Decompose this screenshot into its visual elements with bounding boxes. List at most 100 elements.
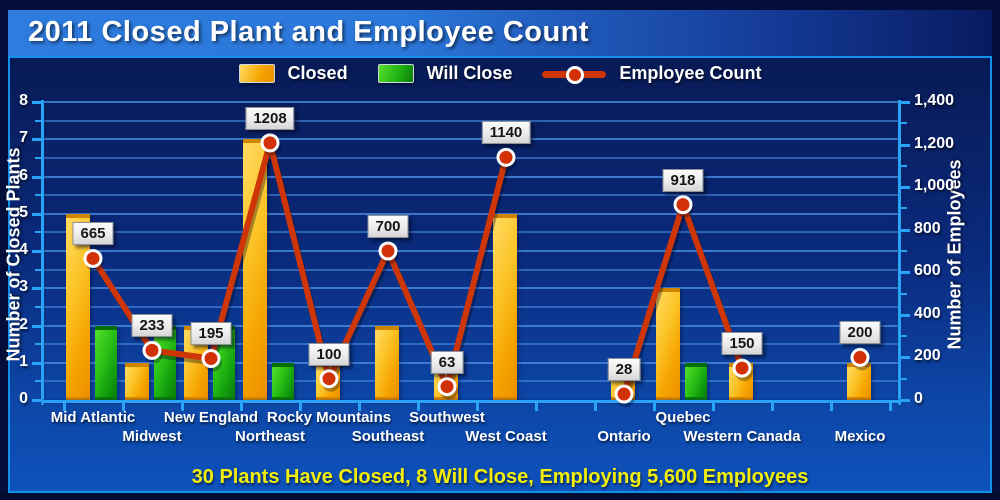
x-axis-tick [711,403,715,411]
right-axis-tick [901,335,907,338]
bottom-axis-line [41,400,901,403]
left-axis-tick [35,194,41,197]
x-axis-label: Ontario [597,428,651,445]
bar-closed [375,325,399,400]
bar-closed [847,362,871,400]
bar-closed [656,288,680,400]
legend-item-will-close: Will Close [377,63,512,84]
bottom-band [0,493,1000,500]
x-axis-tick [180,403,184,411]
bar-closed [316,362,340,400]
legend-label-employee-count: Employee Count [619,63,762,83]
x-axis-tick [888,403,892,411]
x-axis-label: Western Canada [683,428,801,445]
left-axis-tick-label: 3 [19,278,28,296]
will-close-swatch-icon [377,64,414,83]
right-axis-tick-label: 400 [914,304,941,322]
x-axis-label: Midwest [122,428,182,445]
x-axis-tick [357,403,361,411]
bar-will-close [272,362,294,400]
right-axis-tick [901,313,910,317]
data-label: 665 [72,222,114,246]
left-axis-tick-label: 4 [19,241,28,258]
closed-swatch-icon [238,64,275,83]
x-axis-tick [770,403,774,411]
left-axis-tick [35,343,41,346]
x-axis-label: Mid Atlantic [50,409,136,426]
legend-label-closed: Closed [287,63,348,83]
x-axis-label: Rocky Mountains [266,409,392,426]
gridline [44,212,900,215]
right-axis-tick [901,164,907,167]
gridline [44,268,900,271]
left-axis-tick [35,231,41,234]
left-axis-tick-label: 8 [19,92,28,109]
right-axis-tick [901,271,910,275]
gridline [44,175,900,178]
left-axis-tick [35,119,41,122]
data-label: 1140 [481,121,531,145]
x-axis-tick [239,403,243,411]
left-axis-tick-label: 7 [19,129,28,147]
left-axis-line [41,100,44,405]
bar-closed [729,362,753,400]
left-axis-tick [32,399,41,402]
employee-line-swatch-icon [542,65,607,84]
x-axis-tick [416,403,420,411]
gridline [44,305,900,308]
data-label: 150 [721,332,763,356]
x-axis-tick [829,403,833,411]
right-axis-tick [901,207,907,210]
left-axis-tick [32,175,41,179]
legend-item-closed: Closed [238,63,348,84]
legend-item-employee-count: Employee Count [542,63,761,84]
left-axis-tick [35,156,41,159]
left-axis-tick [32,101,41,104]
x-axis-label: Northeast [234,428,306,445]
data-label: 100 [308,342,350,366]
right-axis-tick-label: 200 [914,347,941,365]
title-band: 2011 Closed Plant and Employee Count [8,10,992,56]
left-axis-tick [32,287,41,291]
right-axis-tick [901,377,907,380]
right-axis-tick [901,186,910,190]
left-axis-tick [35,380,41,383]
left-axis-tick-label: 5 [19,203,28,221]
right-axis-tick-label: 800 [914,219,941,237]
gridline [44,138,900,141]
data-label: 28 [607,358,641,382]
data-label: 195 [190,322,232,346]
gridline [44,231,900,234]
x-axis-label: Quebec [655,409,711,426]
left-axis-tick-label: 2 [19,315,28,333]
left-axis-tick [32,361,41,365]
x-axis-tick [652,403,656,411]
left-axis-tick-label: 1 [19,352,28,370]
right-axis-tick [901,356,910,360]
left-axis-tick-label: 0 [19,390,28,407]
gridline [44,250,900,252]
left-axis-tick [35,268,41,271]
x-axis-tick [298,403,302,411]
x-axis-label: New England [163,409,259,426]
bar-will-close [685,362,707,400]
left-axis-tick-label: 6 [19,166,28,184]
gridline [44,194,900,197]
bar-closed [243,139,267,400]
right-axis-tick [901,228,910,232]
x-axis-tick [475,403,479,411]
gridline [44,119,900,122]
left-axis-tick [32,138,41,142]
gridline [44,156,900,159]
x-axis-label: West Coast [465,428,547,445]
right-axis-tick [901,399,910,402]
data-label: 918 [662,168,704,192]
gridline [44,287,900,290]
right-axis-tick-label: 1,000 [914,177,955,195]
left-axis-tick [32,250,41,253]
page-title: 2011 Closed Plant and Employee Count [28,16,590,48]
right-axis-tick [901,292,907,295]
x-axis-label: Mexico [834,428,886,445]
data-label: 1208 [245,106,295,130]
bar-will-close [95,325,117,400]
